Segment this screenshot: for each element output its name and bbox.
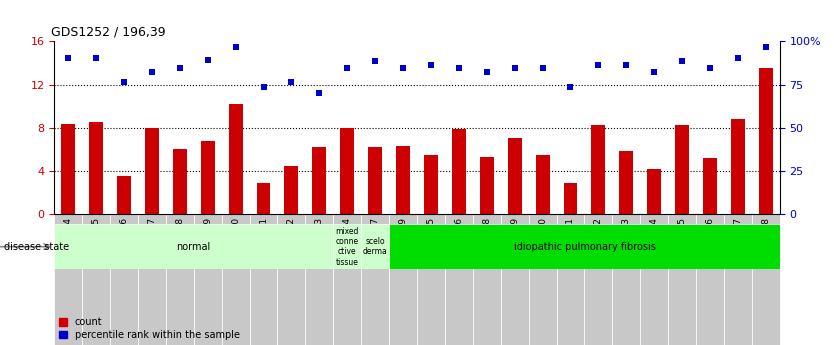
Point	[703, 66, 716, 71]
Bar	[389, 224, 780, 269]
FancyBboxPatch shape	[696, 214, 724, 345]
Point	[508, 66, 521, 71]
Bar	[368, 147, 382, 214]
Bar	[334, 224, 361, 269]
FancyBboxPatch shape	[249, 214, 278, 345]
Point	[396, 66, 409, 71]
Text: normal: normal	[177, 242, 211, 252]
FancyBboxPatch shape	[361, 214, 389, 345]
FancyBboxPatch shape	[724, 214, 752, 345]
Bar	[759, 68, 773, 214]
Bar	[284, 166, 299, 214]
Bar	[201, 141, 214, 214]
Point	[564, 84, 577, 89]
FancyBboxPatch shape	[529, 214, 556, 345]
Bar	[452, 129, 466, 214]
Bar	[424, 155, 438, 214]
Point	[173, 66, 187, 71]
Bar	[257, 183, 270, 214]
Bar	[676, 126, 689, 214]
FancyBboxPatch shape	[193, 214, 222, 345]
FancyBboxPatch shape	[166, 214, 193, 345]
Bar	[229, 104, 243, 214]
Point	[145, 69, 158, 74]
FancyBboxPatch shape	[668, 214, 696, 345]
Point	[620, 62, 633, 68]
Bar	[117, 176, 131, 214]
FancyBboxPatch shape	[556, 214, 585, 345]
Bar	[173, 149, 187, 214]
Point	[452, 66, 465, 71]
Bar	[340, 128, 354, 214]
Point	[480, 69, 494, 74]
Text: scelo
derma: scelo derma	[363, 237, 388, 256]
FancyBboxPatch shape	[389, 214, 417, 345]
FancyBboxPatch shape	[641, 214, 668, 345]
FancyBboxPatch shape	[82, 214, 110, 345]
Point	[340, 66, 354, 71]
Point	[118, 80, 131, 85]
Bar	[89, 122, 103, 214]
Point	[536, 66, 550, 71]
Bar	[145, 128, 158, 214]
FancyBboxPatch shape	[752, 214, 780, 345]
FancyBboxPatch shape	[334, 214, 361, 345]
Bar	[620, 151, 633, 214]
Point	[257, 84, 270, 89]
FancyBboxPatch shape	[473, 214, 500, 345]
FancyBboxPatch shape	[445, 214, 473, 345]
FancyBboxPatch shape	[417, 214, 445, 345]
Point	[89, 55, 103, 60]
Point	[731, 55, 745, 60]
Text: mixed
conne
ctive
tissue: mixed conne ctive tissue	[335, 227, 359, 267]
Bar	[313, 147, 326, 214]
Point	[676, 58, 689, 63]
Bar	[61, 125, 75, 214]
Bar	[508, 138, 521, 214]
Point	[369, 58, 382, 63]
Bar	[731, 119, 745, 214]
Bar	[480, 157, 494, 214]
Bar	[54, 224, 334, 269]
FancyBboxPatch shape	[500, 214, 529, 345]
Bar	[535, 155, 550, 214]
Point	[647, 69, 661, 74]
FancyBboxPatch shape	[110, 214, 138, 345]
Bar	[396, 146, 410, 214]
FancyBboxPatch shape	[54, 214, 82, 345]
FancyBboxPatch shape	[138, 214, 166, 345]
Point	[759, 44, 772, 50]
FancyBboxPatch shape	[278, 214, 305, 345]
Point	[62, 55, 75, 60]
Bar	[564, 183, 577, 214]
Text: GDS1252 / 196,39: GDS1252 / 196,39	[51, 26, 165, 39]
Bar	[591, 126, 605, 214]
FancyBboxPatch shape	[585, 214, 612, 345]
FancyBboxPatch shape	[305, 214, 334, 345]
Point	[425, 62, 438, 68]
Bar	[361, 224, 389, 269]
Legend: count, percentile rank within the sample: count, percentile rank within the sample	[59, 317, 239, 340]
FancyBboxPatch shape	[612, 214, 641, 345]
Point	[201, 57, 214, 62]
Text: disease state: disease state	[4, 242, 69, 252]
Point	[229, 44, 243, 50]
Text: idiopathic pulmonary fibrosis: idiopathic pulmonary fibrosis	[514, 242, 656, 252]
FancyBboxPatch shape	[222, 214, 249, 345]
Point	[592, 62, 605, 68]
Point	[313, 90, 326, 96]
Bar	[703, 158, 717, 214]
Point	[284, 80, 298, 85]
Bar	[647, 169, 661, 214]
